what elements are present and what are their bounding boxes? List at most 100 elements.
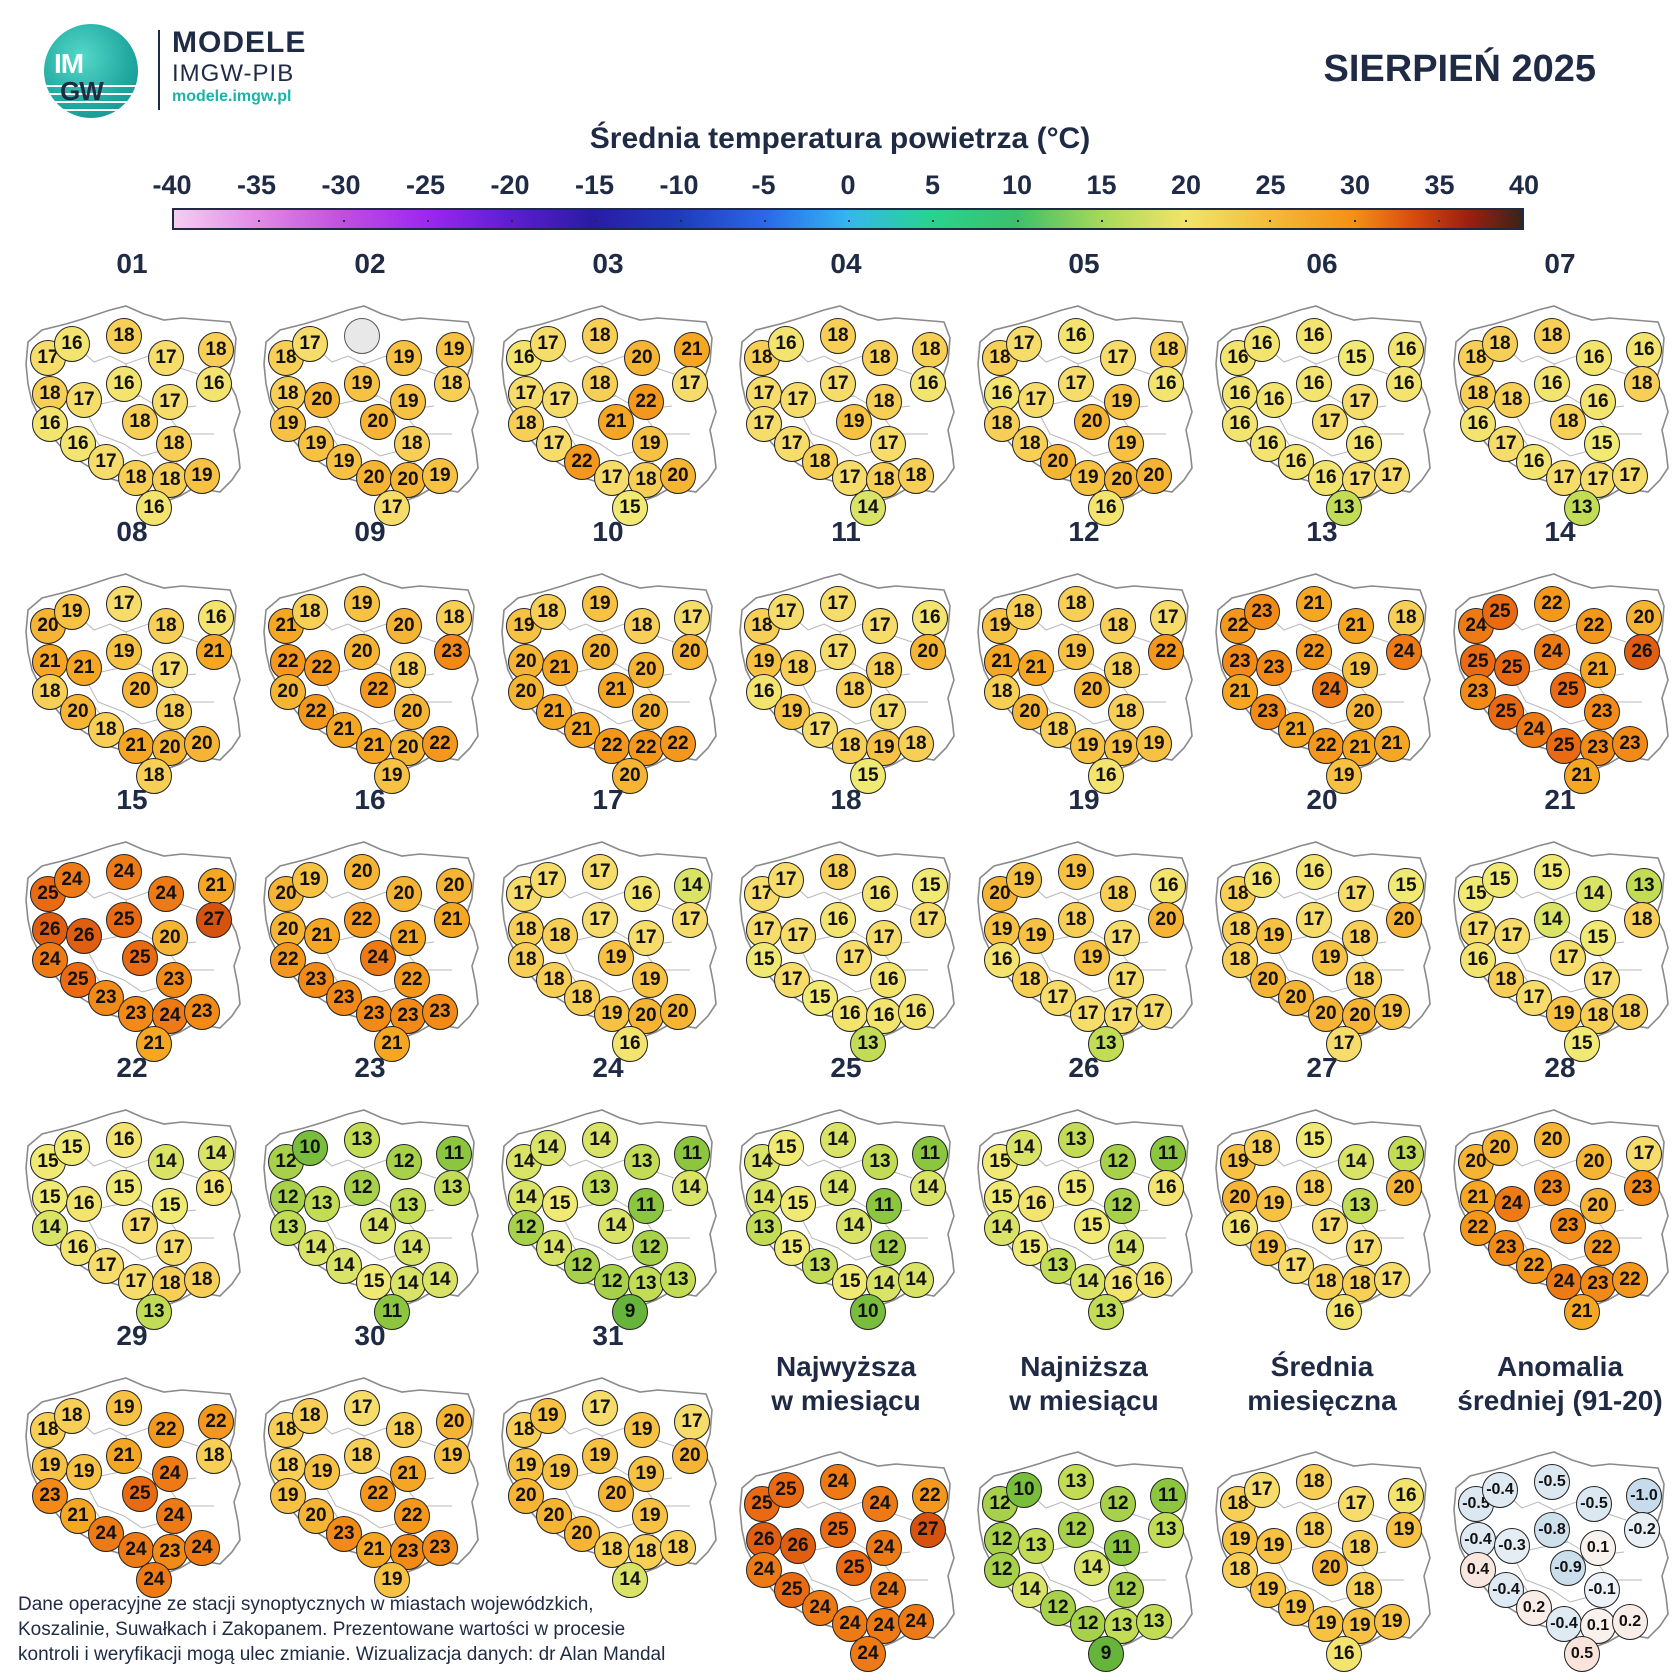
station-marker: 20 <box>1012 694 1048 730</box>
station-marker: 17 <box>746 406 782 442</box>
station-marker: 20 <box>60 694 96 730</box>
station-marker: 17 <box>1296 902 1332 938</box>
colorbar-tick-mark <box>679 220 682 222</box>
station-map: 24 25 22 22 20 25 25 24 21 26 23 25 25 23 24 25 23 23 21 <box>1442 552 1678 794</box>
station-marker: 11 <box>1104 1530 1140 1566</box>
station-marker: 20 <box>1074 404 1110 440</box>
summary-title-line: w miesiącu <box>1009 1385 1159 1416</box>
station-marker: 17 <box>536 426 572 462</box>
station-marker: 14 <box>910 1170 946 1206</box>
station-marker: 19 <box>1256 1186 1292 1222</box>
station-marker: 27 <box>196 902 232 938</box>
station-marker: 17 <box>1342 462 1378 498</box>
station-marker: 16 <box>32 406 68 442</box>
day-label: 18 <box>830 784 862 815</box>
station-marker: 18 <box>1550 404 1586 440</box>
station-marker: 15 <box>1482 862 1518 898</box>
station-marker: 18 <box>836 672 872 708</box>
logo-name: MODELE <box>172 26 307 59</box>
station-map: 18 18 18 16 16 18 18 16 16 18 16 18 17 15 16 17 17 17 13 <box>1442 284 1678 526</box>
station-marker: 16 <box>196 1170 232 1206</box>
station-marker: -1.0 <box>1626 1478 1662 1514</box>
station-map: 19 18 19 18 17 20 21 20 20 20 20 21 21 20 21 22 22 22 20 <box>490 552 726 794</box>
station-marker: 10 <box>850 1294 886 1330</box>
station-marker: 17 <box>820 586 856 622</box>
station-marker: 21 <box>390 920 426 956</box>
station-marker: 20 <box>508 674 544 710</box>
station-marker: 16 <box>1088 758 1124 794</box>
station-marker: 0.1 <box>1580 1530 1616 1566</box>
station-marker: 19 <box>628 1456 664 1492</box>
station-marker: 18 <box>866 384 902 420</box>
station-marker: 20 <box>1346 694 1382 730</box>
station-marker: 19 <box>344 366 380 402</box>
station-marker: 14 <box>536 1230 572 1266</box>
station-marker: 17 <box>1150 600 1186 636</box>
station-marker: 20 <box>1626 600 1662 636</box>
station-marker: 20 <box>184 726 220 762</box>
station-marker: 21 <box>1580 652 1616 688</box>
station-marker: 20 <box>1386 902 1422 938</box>
station-marker: 19 <box>270 406 306 442</box>
day-map-14: 14 24 25 22 22 20 25 25 24 21 26 23 25 25 23 24 25 23 23 21 <box>1442 516 1678 794</box>
day-map-16: 16 20 19 20 20 20 20 21 22 21 21 22 24 23 22 23 23 23 23 21 <box>252 784 488 1062</box>
station-marker: 20 <box>672 634 708 670</box>
station-marker: 24 <box>850 1636 886 1672</box>
station-marker: 24 <box>136 1562 172 1598</box>
station-marker: 9 <box>612 1294 648 1330</box>
station-marker: 14 <box>148 1144 184 1180</box>
station-marker: 18 <box>508 406 544 442</box>
station-marker: 20 <box>394 694 430 730</box>
station-marker: 21 <box>304 918 340 954</box>
station-marker: 16 <box>196 366 232 402</box>
station-marker: 22 <box>1612 1262 1648 1298</box>
station-marker: 12 <box>632 1230 668 1266</box>
station-marker: 17 <box>1278 1248 1314 1284</box>
voivodeship-border <box>559 675 619 725</box>
station-marker: 23 <box>390 1534 426 1570</box>
station-marker: 20 <box>1148 902 1184 938</box>
station-marker: 13 <box>1058 1464 1094 1500</box>
day-label: 19 <box>1068 784 1100 815</box>
station-marker: 25 <box>768 1472 804 1508</box>
voivodeship-border <box>1035 943 1095 993</box>
station-marker: 21 <box>598 672 634 708</box>
station-marker: 16 <box>1576 340 1612 376</box>
voivodeship-border <box>559 407 619 457</box>
station-marker: 20 <box>122 672 158 708</box>
colorbar-tick-mark <box>932 220 935 222</box>
station-marker: 18 <box>898 726 934 762</box>
station-marker: 21 <box>542 650 578 686</box>
station-marker: 18 <box>1222 1552 1258 1588</box>
station-marker: 19 <box>386 340 422 376</box>
station-marker: 21 <box>390 1456 426 1492</box>
voivodeship-border <box>1511 1211 1571 1261</box>
station-map: 20 20 20 20 17 21 24 23 20 23 22 23 23 22 22 24 23 22 21 <box>1442 1088 1678 1330</box>
day-label: 11 <box>831 516 861 547</box>
day-label: 23 <box>354 1052 386 1083</box>
day-map-30: 30 18 18 17 18 20 18 19 18 21 19 19 22 20 22 23 21 23 23 19 <box>252 1320 488 1598</box>
voivodeship-border <box>321 675 381 725</box>
station-marker: 24 <box>148 876 184 912</box>
station-marker: 14 <box>598 1208 634 1244</box>
station-marker: 17 <box>1100 340 1136 376</box>
station-marker: 17 <box>106 586 142 622</box>
station-map: 22 23 21 21 18 23 23 22 19 24 21 24 23 20 21 22 21 21 19 <box>1204 552 1440 794</box>
station-marker: 13 <box>1136 1604 1172 1640</box>
station-marker: 23 <box>1534 1170 1570 1206</box>
logo-url[interactable]: modele.imgw.pl <box>172 88 292 105</box>
station-marker: 13 <box>390 1188 426 1224</box>
station-marker: 14 <box>1012 1572 1048 1608</box>
station-marker: 18 <box>1342 920 1378 956</box>
station-marker: 20 <box>152 920 188 956</box>
day-map-12: 12 19 18 18 18 17 21 21 19 18 22 18 20 20 18 18 19 19 19 16 <box>966 516 1202 794</box>
station-marker: 18 <box>582 318 618 354</box>
station-marker: 13 <box>1564 490 1600 526</box>
station-marker: 16 <box>1626 332 1662 368</box>
station-marker: 19 <box>1342 652 1378 688</box>
station-marker: 17 <box>344 1390 380 1426</box>
station-map: 25 25 24 24 22 26 26 25 24 27 24 25 25 24 24 24 24 24 24 <box>728 1430 964 1672</box>
station-marker: 23 <box>156 962 192 998</box>
station-marker: 22 <box>270 644 306 680</box>
station-marker: 16 <box>198 600 234 636</box>
